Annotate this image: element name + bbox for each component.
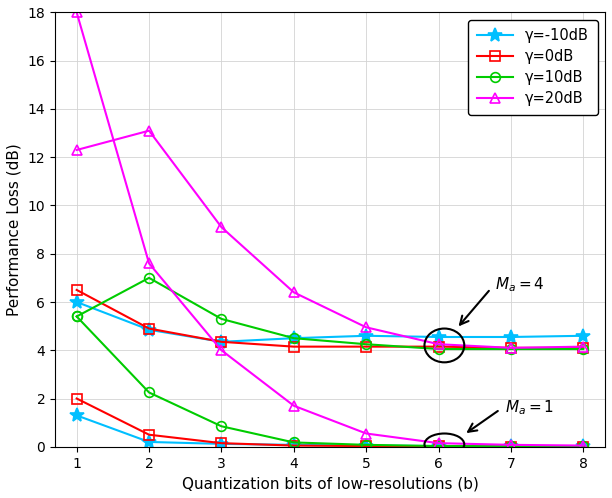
γ=10dB bbox=[362, 341, 370, 347]
γ=-10dB bbox=[218, 339, 225, 345]
γ=0dB bbox=[73, 287, 80, 293]
γ=10dB bbox=[580, 346, 587, 352]
γ=0dB bbox=[290, 344, 297, 350]
γ=-10dB bbox=[507, 334, 515, 340]
γ=0dB bbox=[146, 326, 153, 332]
X-axis label: Quantization bits of low-resolutions (b): Quantization bits of low-resolutions (b) bbox=[182, 476, 479, 491]
γ=20dB bbox=[290, 289, 297, 295]
Text: $M_a = 4$: $M_a = 4$ bbox=[495, 276, 545, 294]
γ=10dB bbox=[507, 346, 515, 352]
γ=10dB bbox=[218, 316, 225, 322]
Text: $M_a = 1$: $M_a = 1$ bbox=[505, 398, 554, 417]
γ=20dB bbox=[218, 224, 225, 230]
γ=10dB bbox=[73, 313, 80, 319]
γ=20dB bbox=[146, 127, 153, 133]
γ=-10dB bbox=[580, 333, 587, 339]
γ=-10dB bbox=[362, 333, 370, 339]
γ=10dB bbox=[146, 275, 153, 281]
γ=0dB bbox=[580, 345, 587, 351]
γ=20dB bbox=[507, 345, 515, 351]
γ=0dB bbox=[507, 345, 515, 351]
γ=0dB bbox=[362, 344, 370, 350]
γ=20dB bbox=[580, 344, 587, 350]
γ=20dB bbox=[362, 324, 370, 330]
Line: γ=20dB: γ=20dB bbox=[72, 126, 588, 353]
γ=-10dB bbox=[146, 327, 153, 333]
γ=20dB bbox=[435, 341, 442, 347]
Line: γ=10dB: γ=10dB bbox=[72, 273, 588, 354]
γ=0dB bbox=[435, 344, 442, 350]
Line: γ=0dB: γ=0dB bbox=[72, 285, 588, 353]
γ=10dB bbox=[290, 335, 297, 341]
γ=10dB bbox=[435, 346, 442, 352]
Legend: γ=-10dB, γ=0dB, γ=10dB, γ=20dB: γ=-10dB, γ=0dB, γ=10dB, γ=20dB bbox=[468, 20, 598, 115]
γ=-10dB bbox=[73, 299, 80, 305]
γ=0dB bbox=[218, 339, 225, 345]
γ=20dB bbox=[73, 147, 80, 153]
γ=-10dB bbox=[435, 334, 442, 340]
Y-axis label: Performance Loss (dB): Performance Loss (dB) bbox=[7, 143, 22, 316]
γ=-10dB bbox=[290, 335, 297, 341]
Line: γ=-10dB: γ=-10dB bbox=[70, 295, 591, 349]
